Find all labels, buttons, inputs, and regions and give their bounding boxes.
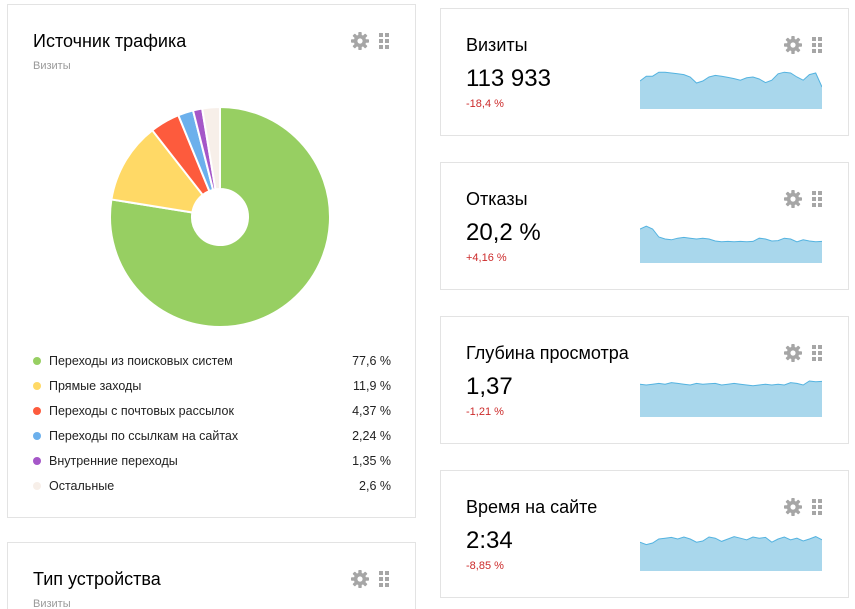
legend-value: 11,9 % [353, 378, 391, 393]
metric-title: Глубина просмотра [466, 343, 629, 363]
legend-item[interactable]: Переходы с почтовых рассылок 4,37 % [33, 398, 391, 423]
drag-handle-icon[interactable] [379, 571, 389, 587]
metric-title: Визиты [466, 35, 528, 55]
legend-value: 77,6 % [352, 353, 391, 368]
drag-handle-icon[interactable] [812, 345, 822, 361]
legend-color-dot [33, 456, 41, 465]
bounce-sparkline [640, 225, 822, 263]
time-on-site-sparkline [640, 536, 822, 571]
card-tools [350, 569, 389, 589]
legend-color-dot [33, 381, 41, 390]
pie-slice[interactable] [200, 105, 221, 191]
sparkline-area [640, 72, 822, 109]
legend-value: 1,35 % [352, 453, 391, 468]
metric-value: 20,2 % [466, 219, 541, 246]
gear-icon[interactable] [350, 31, 370, 51]
traffic-source-legend: Переходы из поисковых систем 77,6 % Прямые… [33, 348, 391, 498]
legend-label: Переходы из поисковых систем [49, 353, 233, 368]
sparkline-line [640, 380, 822, 387]
device-type-card: Тип устройства Визиты [7, 542, 416, 609]
legend-item[interactable]: Переходы по ссылкам на сайтах 2,24 % [33, 423, 391, 448]
legend-color-dot [33, 406, 41, 415]
metric-value: 113 933 [466, 65, 551, 92]
traffic-source-donut-chart [109, 105, 331, 328]
traffic-source-card: Источник трафика Визиты Переходы из поис… [7, 4, 416, 518]
card-tools [783, 189, 822, 209]
pie-slice[interactable] [109, 105, 331, 328]
legend-item[interactable]: Переходы из поисковых систем 77,6 % [33, 348, 391, 373]
sparkline-line [640, 71, 822, 88]
legend-item[interactable]: Остальные 2,6 % [33, 473, 391, 498]
drag-handle-icon[interactable] [379, 33, 389, 49]
legend-value: 2,6 % [359, 478, 391, 493]
metric-delta: -1,21 % [466, 406, 504, 418]
sparkline-line [640, 225, 822, 243]
drag-handle-icon[interactable] [812, 37, 822, 53]
sparkline-line [640, 536, 822, 546]
gear-icon[interactable] [783, 35, 803, 55]
legend-label: Переходы по ссылкам на сайтах [49, 428, 239, 443]
legend-label: Внутренние переходы [49, 453, 178, 468]
legend-color-dot [33, 431, 41, 440]
metric-delta: -18,4 % [466, 98, 504, 110]
legend-label: Остальные [49, 478, 115, 493]
gear-icon[interactable] [783, 343, 803, 363]
metric-card-bounce: Отказы 20,2 % +4,16 % [440, 162, 849, 290]
depth-sparkline [640, 380, 822, 417]
legend-item[interactable]: Прямые заходы 11,9 % [33, 373, 391, 398]
card-tools [783, 497, 822, 517]
metric-value: 1,37 [466, 373, 513, 400]
sparkline-area [640, 536, 822, 571]
legend-value: 4,37 % [352, 403, 391, 418]
legend-label: Прямые заходы [49, 378, 142, 393]
legend-color-dot [33, 356, 41, 365]
card-tools [350, 31, 389, 51]
drag-handle-icon[interactable] [812, 499, 822, 515]
metric-title: Время на сайте [466, 497, 598, 517]
gear-icon[interactable] [350, 569, 370, 589]
pie-slice[interactable] [110, 128, 205, 214]
metric-card-visits: Визиты 113 933 -18,4 % [440, 8, 849, 136]
card-tools [783, 343, 822, 363]
legend-value: 2,24 % [352, 428, 391, 443]
card-title: Источник трафика [33, 31, 187, 51]
metric-title: Отказы [466, 189, 528, 209]
sparkline-area [640, 381, 822, 417]
gear-icon[interactable] [783, 189, 803, 209]
sparkline-area [640, 226, 822, 263]
card-tools [783, 35, 822, 55]
metric-value: 2:34 [466, 527, 513, 554]
metric-delta: -8,85 % [466, 560, 504, 572]
visits-sparkline [640, 71, 822, 109]
card-title: Тип устройства [33, 569, 161, 589]
card-subtitle: Визиты [33, 60, 71, 72]
gear-icon[interactable] [783, 497, 803, 517]
legend-item[interactable]: Внутренние переходы 1,35 % [33, 448, 391, 473]
metric-delta: +4,16 % [466, 252, 507, 264]
legend-label: Переходы с почтовых рассылок [49, 403, 234, 418]
drag-handle-icon[interactable] [812, 191, 822, 207]
card-subtitle: Визиты [33, 598, 71, 609]
metric-card-time-on-site: Время на сайте 2:34 -8,85 % [440, 470, 849, 598]
legend-color-dot [33, 481, 41, 490]
metric-card-depth: Глубина просмотра 1,37 -1,21 % [440, 316, 849, 444]
